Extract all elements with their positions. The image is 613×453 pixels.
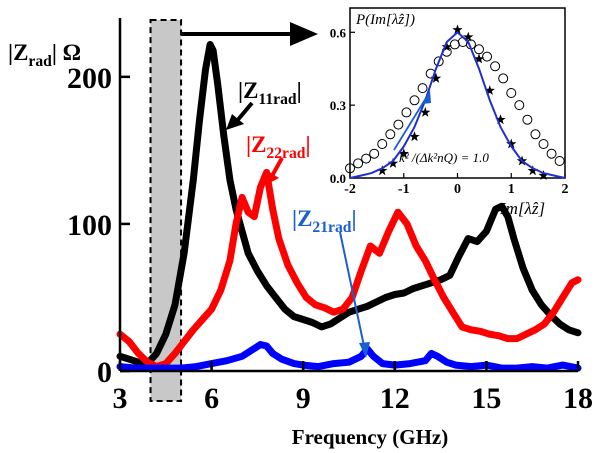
inset-star-point-10	[484, 85, 495, 95]
inset-circle-point-19	[498, 73, 509, 84]
series-line-1	[116, 168, 582, 371]
inset-x-tick-label-4: 2	[562, 182, 569, 197]
series-label-1-tail: |	[305, 132, 310, 157]
inset-circle-point-26	[554, 156, 565, 166]
inset-circle-point-25	[546, 148, 557, 159]
series-pointer-head-1	[264, 170, 279, 186]
inset-x-tick-label-1: -1	[398, 182, 410, 197]
series-pointer-head-0	[226, 114, 244, 130]
inset-x-axis-label: Im[λ̂z]	[499, 199, 545, 218]
y-tick-label-1: 100	[67, 209, 112, 242]
inset-y-tick-label-0: 0.0	[330, 171, 346, 186]
inset-star-point-5	[430, 72, 442, 83]
series-label-2: |Z21rad|	[292, 206, 357, 236]
series-label-1: |Z22rad|	[246, 132, 311, 162]
inset-pointer-head	[423, 90, 431, 104]
inset-circle-point-17	[482, 51, 493, 62]
highlight-band	[149, 19, 183, 402]
y-axis-label: |Zrad| Ω	[8, 40, 81, 70]
inset-circle-point-7	[401, 107, 412, 118]
y-tick-label-0: 0	[97, 356, 112, 389]
series-pointer-1	[270, 157, 284, 177]
inset-circle-point-11	[433, 56, 444, 67]
y-axis-label-tail: | Ω	[52, 40, 81, 65]
inset-star-point-3	[409, 131, 420, 142]
inset-star-point-4	[420, 106, 431, 117]
inset-star-point-14	[527, 165, 538, 176]
inset-y-axis-label: P(Im[λ̂z])	[355, 12, 415, 28]
series-label-0: |Z11rad|	[238, 78, 302, 108]
series-label-0-main: |Z	[238, 78, 258, 103]
inset-y-tick-label-1: 0.3	[330, 98, 347, 113]
inset-annotation: k² /(Δk²nQ) = 1.0	[399, 150, 489, 165]
inset-circle-point-9	[417, 83, 428, 94]
x-tick-label-2: 9	[296, 382, 311, 415]
inset-star-point-2	[398, 148, 409, 159]
series-pointer-2	[339, 231, 365, 347]
inset-star-point-0	[377, 165, 388, 176]
series-label-0-tail: |	[297, 78, 302, 103]
inset-circle-point-1	[353, 158, 364, 169]
series-label-2-tail: |	[351, 206, 356, 231]
inset-circle-point-8	[409, 95, 420, 106]
inset-circle-point-0	[345, 163, 355, 174]
x-tick-label-0: 3	[113, 382, 128, 415]
y-axis-label-sub: rad	[28, 53, 52, 70]
inset-circle-point-22	[522, 114, 533, 125]
inset-circle-point-21	[514, 100, 525, 111]
inset-fit-line	[349, 30, 566, 179]
x-axis-label: Frequency (GHz)	[292, 425, 449, 449]
inset-star-point-15	[538, 170, 549, 180]
y-axis-label-main: |Z	[8, 40, 28, 65]
series-pointer-head-2	[359, 342, 370, 358]
inset-circle-point-24	[538, 139, 549, 149]
inset-circle-point-4	[377, 139, 388, 149]
inset-circle-point-18	[490, 61, 501, 72]
x-tick-label-3: 12	[380, 382, 410, 415]
x-tick-label-4: 15	[471, 382, 501, 415]
inset-frame	[349, 7, 566, 179]
inset-star-point-9	[473, 53, 485, 64]
x-tick-label-5: 18	[563, 382, 593, 415]
inset-circle-point-23	[530, 129, 541, 140]
x-tick-label-1: 6	[204, 382, 219, 415]
inset-star-point-1	[387, 157, 399, 168]
series-label-0-sub: 11rad	[258, 91, 297, 108]
inset-circle-point-5	[385, 129, 396, 140]
y-tick-label-2: 200	[67, 62, 112, 95]
series-label-1-sub: 22rad	[266, 145, 305, 162]
inset-pointer	[393, 97, 427, 151]
inset-circle-point-3	[369, 148, 380, 159]
inset-x-tick-label-3: 1	[508, 182, 515, 197]
band-arrow-head	[290, 22, 318, 46]
inset-star-point-8	[463, 31, 474, 42]
series-line-2	[116, 341, 582, 372]
series-line-0	[116, 41, 582, 368]
inset-star-point-11	[495, 114, 506, 125]
inset-y-tick-label-2: 0.6	[330, 25, 347, 40]
inset-circle-point-20	[506, 88, 517, 98]
inset-star-point-7	[452, 24, 463, 35]
inset-x-tick-label-2: 0	[454, 182, 461, 197]
inset-star-point-6	[441, 41, 452, 52]
inset-circle-point-6	[393, 119, 404, 130]
inset-star-point-12	[506, 138, 517, 149]
series-label-2-main: |Z	[292, 206, 312, 231]
series-pointer-0	[234, 101, 254, 124]
series-label-2-sub: 21rad	[312, 219, 351, 236]
inset-x-tick-label-0: -2	[344, 182, 356, 197]
series-label-1-main: |Z	[246, 132, 266, 157]
inset-circle-point-2	[361, 153, 372, 164]
